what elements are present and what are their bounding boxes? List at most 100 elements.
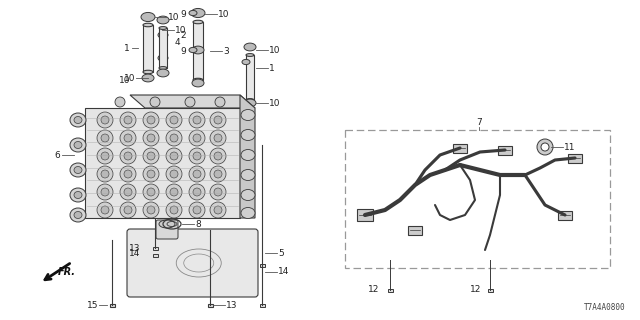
Bar [357,209,373,221]
Circle shape [189,184,205,200]
Text: 13: 13 [226,300,237,309]
Circle shape [166,184,182,200]
Circle shape [97,148,113,164]
Text: 10: 10 [124,74,135,83]
Text: 10: 10 [218,10,230,19]
Circle shape [101,116,109,124]
Circle shape [215,97,225,107]
Ellipse shape [244,43,256,51]
Ellipse shape [159,220,175,228]
Text: 7: 7 [476,117,482,126]
Circle shape [101,152,109,160]
Ellipse shape [159,27,167,29]
Circle shape [166,202,182,218]
Ellipse shape [70,163,86,177]
Circle shape [210,130,226,146]
Circle shape [210,148,226,164]
Ellipse shape [70,188,86,202]
Circle shape [166,130,182,146]
Text: 11: 11 [564,142,575,151]
Text: 9: 9 [180,46,186,55]
Circle shape [101,206,109,214]
Ellipse shape [193,78,203,82]
Ellipse shape [158,55,168,61]
Ellipse shape [157,16,169,24]
Circle shape [541,143,549,151]
Circle shape [150,97,160,107]
Circle shape [147,134,155,142]
Circle shape [124,170,132,178]
Ellipse shape [143,23,153,27]
Text: 1: 1 [269,63,275,73]
Ellipse shape [74,141,82,148]
Ellipse shape [242,60,250,65]
Bar [488,289,493,292]
Text: 10: 10 [175,26,186,35]
Circle shape [185,97,195,107]
Ellipse shape [157,69,169,77]
Text: 12: 12 [368,285,380,294]
Circle shape [97,130,113,146]
Text: 4: 4 [175,37,180,46]
Circle shape [189,148,205,164]
Circle shape [120,130,136,146]
Ellipse shape [74,191,82,198]
Ellipse shape [241,149,255,161]
Circle shape [143,184,159,200]
Circle shape [189,130,205,146]
Circle shape [210,202,226,218]
Circle shape [147,188,155,196]
Circle shape [143,166,159,182]
Ellipse shape [193,20,203,24]
FancyBboxPatch shape [156,220,178,239]
Polygon shape [240,95,255,218]
Circle shape [166,166,182,182]
Circle shape [120,184,136,200]
Circle shape [214,116,222,124]
Circle shape [193,206,201,214]
Circle shape [214,170,222,178]
Ellipse shape [246,99,254,101]
Circle shape [214,152,222,160]
Text: 2: 2 [180,30,186,39]
Ellipse shape [189,47,197,52]
Text: FR.: FR. [58,267,76,277]
Text: 10: 10 [269,45,280,54]
Circle shape [193,134,201,142]
Circle shape [189,166,205,182]
Ellipse shape [159,67,167,69]
FancyBboxPatch shape [127,229,258,297]
Ellipse shape [142,74,154,82]
Ellipse shape [74,212,82,219]
Circle shape [124,116,132,124]
Bar [207,303,212,307]
Circle shape [101,134,109,142]
Circle shape [143,202,159,218]
Bar [246,55,254,100]
Circle shape [193,170,201,178]
Bar [387,289,392,292]
Circle shape [214,134,222,142]
Bar [259,263,264,267]
Circle shape [166,148,182,164]
Bar [345,130,610,268]
Text: 6: 6 [54,150,60,159]
Ellipse shape [192,79,204,87]
Text: 5: 5 [278,249,284,258]
Circle shape [147,206,155,214]
Circle shape [210,184,226,200]
Circle shape [97,202,113,218]
Text: 10: 10 [168,12,179,21]
Ellipse shape [141,12,155,21]
Circle shape [97,112,113,128]
Bar [453,143,467,153]
Ellipse shape [191,8,205,18]
Circle shape [193,188,201,196]
Circle shape [97,166,113,182]
Text: 15: 15 [86,300,98,309]
Circle shape [170,134,178,142]
Ellipse shape [70,113,86,127]
Bar [558,211,572,220]
Circle shape [537,139,553,155]
Circle shape [170,206,178,214]
